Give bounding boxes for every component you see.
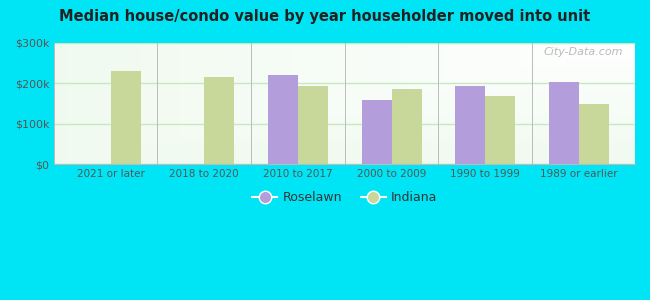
Text: Median house/condo value by year householder moved into unit: Median house/condo value by year househo… [59,9,591,24]
Bar [268,75,298,164]
Bar [204,77,234,164]
Text: City-Data.com: City-Data.com [544,46,623,57]
Bar [549,82,578,164]
Bar [298,86,328,164]
Bar [391,89,421,164]
Bar [578,104,609,164]
Bar [485,96,515,164]
Bar [455,86,485,164]
Bar [361,100,391,164]
Legend: Roselawn, Indiana: Roselawn, Indiana [248,186,442,209]
Bar [111,71,140,164]
